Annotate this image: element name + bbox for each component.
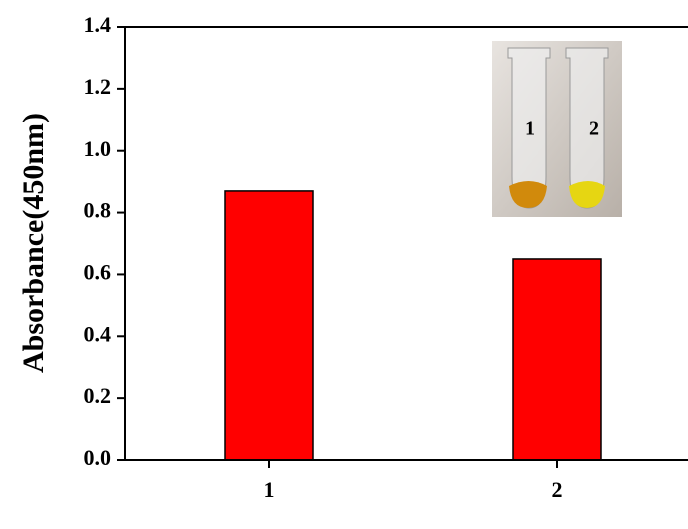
y-tick-label: 1.4 [84,12,112,37]
chart: 1 2 Absorbance(450nm) 0.0 0.2 0.4 0.6 0.8 1.0… [0,0,688,529]
inset-label: 1 [525,118,535,140]
inset-photo: 1 2 [492,41,622,217]
y-tick-label: 1.2 [84,74,112,99]
y-tick-label: 0.6 [84,259,112,284]
bar [513,259,601,460]
bar [225,191,313,460]
x-tick-label: 1 [264,477,275,502]
y-tick-label: 0.2 [84,383,112,408]
x-tick-label: 2 [552,477,563,502]
y-axis-label: Absorbance(450nm) [17,113,50,373]
y-tick-label: 0.8 [84,198,112,223]
y-tick-label: 1.0 [84,136,112,161]
y-tick-label: 0.4 [84,321,112,346]
inset-label: 2 [589,118,599,140]
y-tick-label: 0.0 [84,445,112,470]
